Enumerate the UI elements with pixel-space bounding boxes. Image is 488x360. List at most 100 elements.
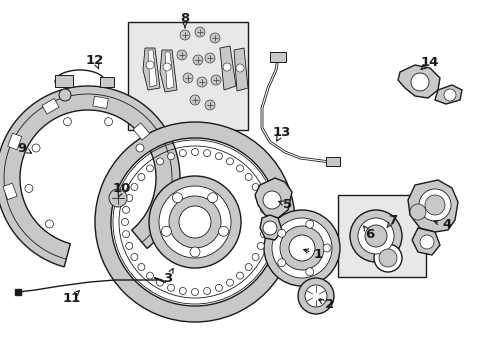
Circle shape	[190, 95, 200, 105]
Circle shape	[138, 174, 144, 180]
Bar	[55, 75, 73, 87]
Circle shape	[191, 148, 198, 156]
Circle shape	[167, 153, 174, 160]
Circle shape	[146, 272, 153, 279]
Circle shape	[59, 89, 71, 101]
Polygon shape	[142, 48, 160, 90]
Circle shape	[203, 149, 210, 157]
Circle shape	[215, 153, 222, 160]
Circle shape	[180, 30, 190, 40]
Bar	[42, 98, 59, 114]
Circle shape	[424, 195, 444, 215]
Circle shape	[204, 100, 215, 110]
Circle shape	[263, 191, 281, 209]
Circle shape	[122, 206, 129, 213]
Circle shape	[263, 221, 276, 235]
Circle shape	[260, 231, 267, 238]
Circle shape	[323, 244, 330, 252]
Circle shape	[410, 73, 428, 91]
Circle shape	[419, 235, 433, 249]
Polygon shape	[407, 180, 457, 232]
Circle shape	[264, 210, 339, 286]
Circle shape	[215, 284, 222, 291]
Text: 9: 9	[18, 141, 26, 154]
Circle shape	[349, 210, 401, 262]
Circle shape	[138, 264, 144, 270]
Circle shape	[288, 235, 314, 261]
Text: 10: 10	[113, 181, 131, 194]
Circle shape	[131, 184, 138, 190]
Text: 3: 3	[163, 271, 172, 284]
Bar	[8, 133, 22, 150]
Bar	[128, 22, 247, 130]
Circle shape	[409, 204, 425, 220]
Circle shape	[169, 196, 221, 248]
Circle shape	[190, 247, 200, 257]
Circle shape	[204, 53, 215, 63]
Circle shape	[191, 288, 198, 296]
Circle shape	[357, 218, 393, 254]
Circle shape	[207, 193, 217, 203]
Circle shape	[210, 75, 221, 85]
Wedge shape	[95, 122, 294, 322]
Circle shape	[277, 259, 285, 267]
Circle shape	[179, 206, 210, 238]
Bar	[325, 157, 339, 166]
Bar	[3, 183, 17, 200]
Circle shape	[125, 194, 132, 202]
Circle shape	[257, 242, 264, 249]
Circle shape	[163, 63, 171, 71]
Circle shape	[197, 77, 206, 87]
Circle shape	[104, 118, 112, 126]
Polygon shape	[0, 86, 180, 267]
Polygon shape	[397, 65, 439, 98]
Circle shape	[418, 189, 450, 221]
Circle shape	[32, 144, 40, 152]
Circle shape	[125, 242, 132, 249]
Text: 13: 13	[272, 126, 290, 139]
Circle shape	[252, 184, 259, 190]
Circle shape	[252, 253, 259, 261]
Polygon shape	[434, 85, 461, 104]
Polygon shape	[234, 48, 247, 91]
Circle shape	[236, 64, 244, 72]
Bar	[269, 52, 285, 62]
Circle shape	[280, 226, 324, 270]
Polygon shape	[160, 50, 177, 92]
Circle shape	[193, 55, 203, 65]
Text: 14: 14	[420, 55, 438, 68]
Polygon shape	[164, 52, 174, 89]
Text: 12: 12	[86, 54, 104, 67]
Polygon shape	[411, 228, 439, 255]
Bar	[93, 96, 108, 108]
Circle shape	[183, 73, 193, 83]
Circle shape	[236, 272, 243, 279]
Circle shape	[236, 165, 243, 172]
Circle shape	[260, 206, 267, 213]
Circle shape	[223, 63, 230, 71]
Circle shape	[146, 61, 154, 69]
Polygon shape	[260, 215, 282, 240]
Circle shape	[271, 218, 331, 278]
Circle shape	[305, 285, 326, 307]
Circle shape	[203, 287, 210, 294]
Circle shape	[109, 189, 127, 207]
Circle shape	[257, 194, 264, 202]
Circle shape	[167, 284, 174, 291]
Polygon shape	[148, 50, 157, 87]
Circle shape	[149, 176, 241, 268]
Circle shape	[297, 278, 333, 314]
Circle shape	[364, 225, 386, 247]
Circle shape	[45, 220, 53, 228]
Circle shape	[146, 165, 153, 172]
Circle shape	[244, 174, 252, 180]
Text: 4: 4	[442, 219, 451, 231]
Text: 6: 6	[365, 229, 374, 242]
Circle shape	[156, 158, 163, 165]
Circle shape	[25, 184, 33, 192]
Circle shape	[159, 186, 230, 258]
Circle shape	[177, 50, 186, 60]
Circle shape	[261, 219, 268, 225]
Circle shape	[443, 89, 455, 101]
Circle shape	[305, 220, 313, 228]
